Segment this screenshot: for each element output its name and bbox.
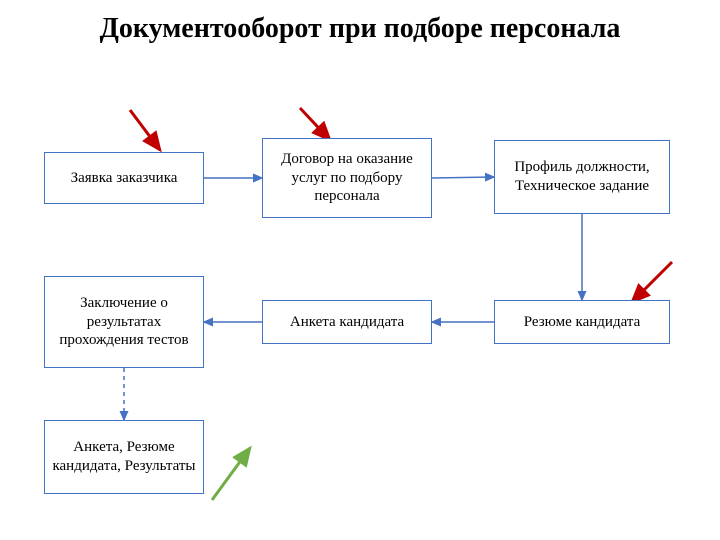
flowchart-node-n7: Анкета, Резюме кандидата, Результаты (44, 420, 204, 494)
decor-arrow (212, 448, 250, 500)
decor-arrow (632, 262, 672, 302)
decor-arrow (300, 108, 330, 140)
flowchart-node-n2: Договор на оказание услуг по подбору пер… (262, 138, 432, 218)
flowchart-canvas: Заявка заказчика Договор на оказание услу… (0, 0, 720, 540)
flowchart-node-n1: Заявка заказчика (44, 152, 204, 204)
flowchart-node-n6: Резюме кандидата (494, 300, 670, 344)
flowchart-node-n3: Профиль должности, Техническое задание (494, 140, 670, 214)
flowchart-edge (432, 177, 494, 178)
decor-arrow (130, 110, 160, 150)
flowchart-node-n5: Анкета кандидата (262, 300, 432, 344)
flowchart-node-n4: Заключение о результатах прохождения тес… (44, 276, 204, 368)
